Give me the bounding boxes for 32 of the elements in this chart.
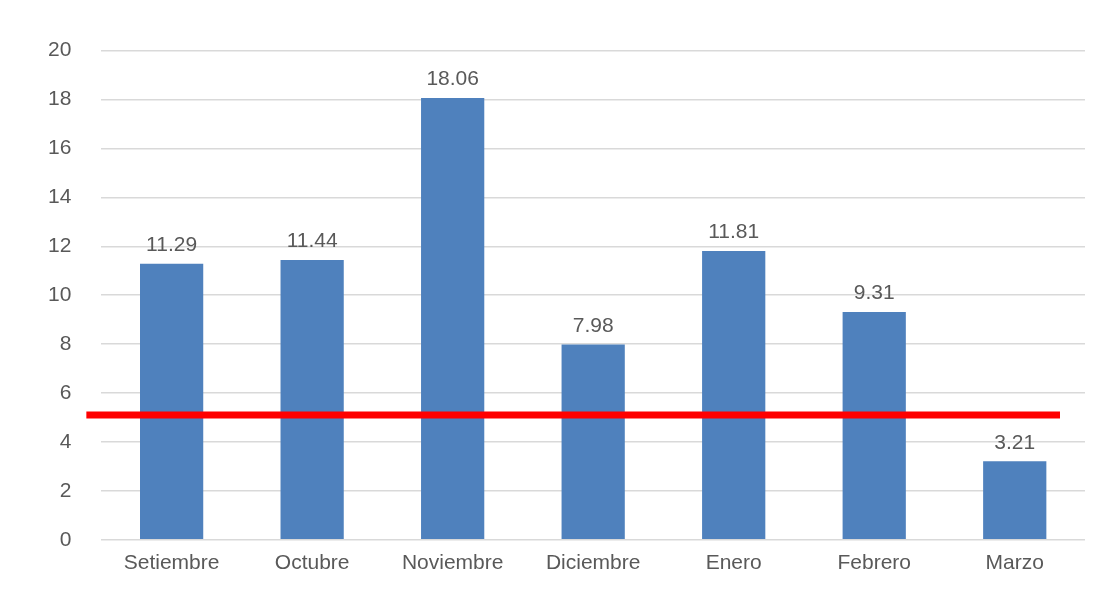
y-tick-label: 6	[59, 379, 72, 403]
x-tick-label: Marzo	[985, 550, 1044, 574]
bar	[702, 250, 766, 540]
data-label: 18.06	[426, 66, 479, 90]
x-tick-label: Setiembre	[123, 550, 220, 574]
data-label: 11.81	[708, 219, 760, 243]
y-tick-label: 18	[48, 86, 72, 110]
y-tick-label: 2	[59, 477, 72, 501]
y-tick-label: 14	[48, 184, 72, 208]
y-tick-label: 0	[59, 526, 72, 550]
bar	[983, 461, 1047, 540]
x-tick-label: Octubre	[274, 550, 350, 574]
y-tick-label: 20	[48, 37, 72, 61]
y-tick-label: 4	[59, 428, 72, 452]
data-label: 11.29	[146, 231, 198, 255]
bar	[140, 263, 204, 540]
y-tick-label: 16	[48, 135, 72, 159]
bar	[280, 259, 344, 540]
y-tick-label: 8	[59, 330, 72, 354]
bar	[842, 312, 906, 540]
data-label: 11.44	[286, 228, 338, 252]
x-tick-label: Noviembre	[401, 550, 504, 574]
bar	[561, 344, 625, 540]
data-label: 9.31	[853, 280, 895, 304]
bar	[421, 98, 485, 540]
x-tick-label: Febrero	[837, 550, 911, 574]
x-tick-label: Diciembre	[545, 550, 641, 574]
data-label: 3.21	[994, 429, 1036, 453]
y-tick-label: 12	[48, 233, 72, 257]
y-tick-label: 10	[48, 282, 72, 305]
x-tick-label: Enero	[705, 550, 762, 574]
data-label: 7.98	[572, 312, 614, 336]
